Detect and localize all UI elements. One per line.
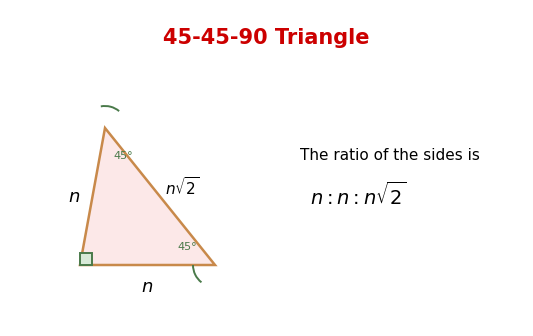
Text: The ratio of the sides is: The ratio of the sides is: [300, 148, 480, 163]
Polygon shape: [80, 253, 92, 265]
Text: 45°: 45°: [177, 242, 197, 252]
Text: $n$: $n$: [141, 278, 154, 296]
Text: 45°: 45°: [113, 151, 133, 161]
Polygon shape: [80, 128, 215, 265]
Text: 45-45-90 Triangle: 45-45-90 Triangle: [163, 28, 370, 48]
Text: $n$: $n$: [68, 187, 80, 206]
Text: $n\sqrt{2}$: $n\sqrt{2}$: [165, 175, 199, 198]
Text: $n : n : n\sqrt{2}$: $n : n : n\sqrt{2}$: [310, 181, 406, 209]
